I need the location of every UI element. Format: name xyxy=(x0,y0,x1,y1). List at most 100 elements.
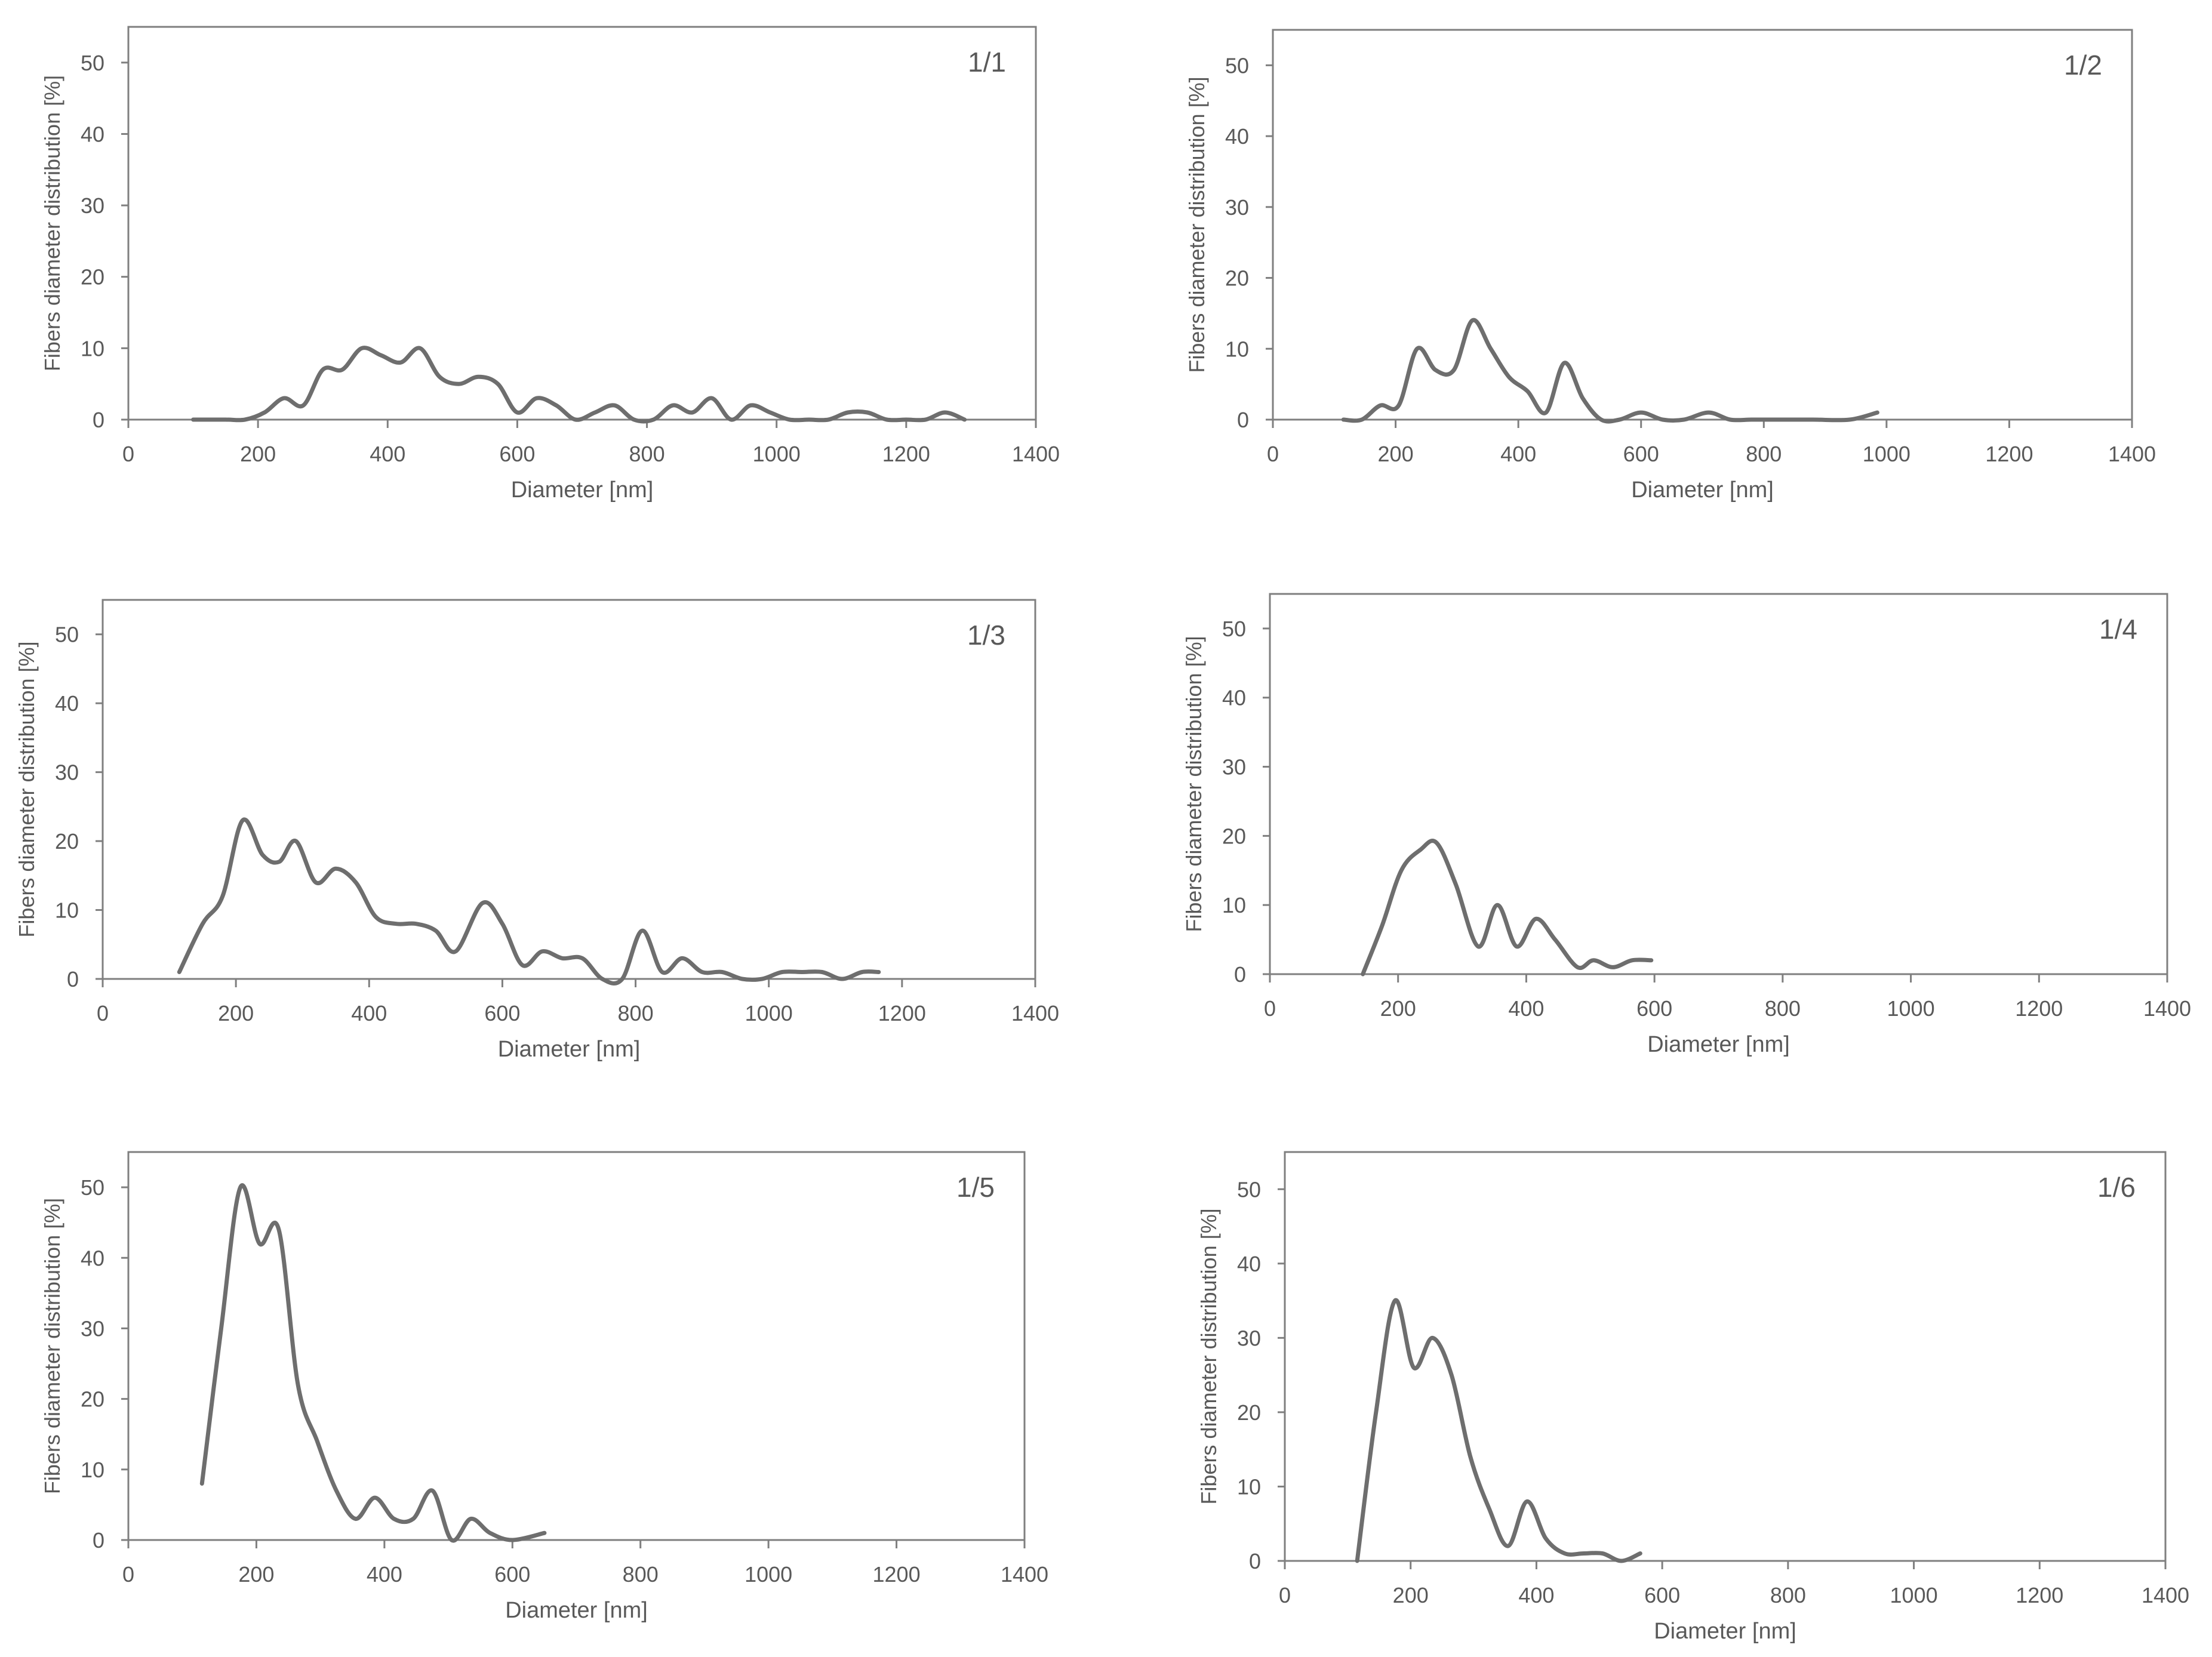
y-tick-label: 50 xyxy=(81,1175,104,1200)
plot-frame xyxy=(1269,593,2168,975)
x-tick-label: 600 xyxy=(1623,442,1659,466)
y-tick-label: 20 xyxy=(1237,1400,1261,1425)
x-tick-label: 800 xyxy=(623,1562,659,1587)
y-tick-label: 20 xyxy=(1222,824,1246,848)
y-tick-label: 20 xyxy=(81,1387,104,1412)
chart-panel-1: 0 200 400 600 800 1000 1200 1400 0 10 20 30 40 50 Diam… xyxy=(40,26,1060,503)
x-tick-label: 600 xyxy=(494,1562,530,1587)
x-tick-label: 1000 xyxy=(1887,996,1935,1021)
series-line xyxy=(1361,839,1654,977)
panel-title: 1/3 xyxy=(967,620,1005,651)
x-tick-label: 1000 xyxy=(753,442,801,466)
x-tick-label: 1400 xyxy=(2143,996,2191,1021)
x-tick-label: 0 xyxy=(1264,996,1276,1021)
series-line xyxy=(177,817,881,985)
x-tick-label: 600 xyxy=(1644,1583,1680,1607)
x-tick-label: 400 xyxy=(1500,442,1536,466)
x-tick-label: 1200 xyxy=(2016,1583,2063,1607)
chart-panel-4: 0 200 400 600 800 1000 1200 1400 0 10 20 30 40 50 Diam… xyxy=(1182,593,2191,1057)
y-tick-label: 10 xyxy=(1237,1474,1261,1499)
x-tick-label: 200 xyxy=(1378,442,1414,466)
y-tick-label: 50 xyxy=(81,51,104,75)
x-tick-label: 0 xyxy=(122,442,134,466)
x-tick-label: 0 xyxy=(97,1001,109,1025)
y-tick-label: 10 xyxy=(81,1458,104,1482)
plot-frame xyxy=(127,1151,1026,1541)
y-tick-label: 20 xyxy=(81,265,104,289)
y-axis-label: Fibers diameter distribution [%] xyxy=(40,1198,64,1494)
x-tick-label: 200 xyxy=(1393,1583,1429,1607)
x-tick-label: 800 xyxy=(1746,442,1782,466)
x-tick-label: 1000 xyxy=(1863,442,1910,466)
x-tick-label: 1400 xyxy=(2108,442,2156,466)
x-axis-label: Diameter [nm] xyxy=(1647,1032,1790,1057)
x-tick-label: 1200 xyxy=(2015,996,2063,1021)
y-tick-label: 50 xyxy=(1222,617,1246,641)
x-axis-label: Diameter [nm] xyxy=(505,1598,648,1623)
x-tick-label: 0 xyxy=(1267,442,1279,466)
y-tick-label: 40 xyxy=(1237,1252,1261,1276)
y-tick-label: 0 xyxy=(1249,1549,1261,1573)
y-axis-label: Fibers diameter distribution [%] xyxy=(40,75,64,371)
x-axis-label: Diameter [nm] xyxy=(1631,478,1774,503)
chart-panel-5: 0 200 400 600 800 1000 1200 1400 0 10 20 30 40 50 Diam… xyxy=(40,1151,1048,1623)
series-line xyxy=(191,346,967,424)
x-tick-label: 400 xyxy=(1508,996,1544,1021)
y-tick-label: 10 xyxy=(1225,337,1249,361)
y-tick-label: 50 xyxy=(1237,1177,1261,1202)
y-tick-label: 40 xyxy=(1222,686,1246,710)
x-tick-label: 1200 xyxy=(882,442,930,466)
y-tick-label: 0 xyxy=(93,1528,104,1553)
y-axis-label: Fibers diameter distribution [%] xyxy=(1182,636,1206,932)
x-tick-label: 200 xyxy=(240,442,276,466)
y-tick-label: 30 xyxy=(81,1316,104,1341)
x-tick-label: 400 xyxy=(367,1562,402,1587)
y-tick-label: 50 xyxy=(1225,53,1249,78)
y-tick-label: 20 xyxy=(1225,266,1249,291)
plot-frame xyxy=(1284,1151,2167,1562)
x-tick-label: 400 xyxy=(351,1001,387,1025)
panel-title: 1/4 xyxy=(2099,614,2137,645)
x-tick-label: 600 xyxy=(1636,996,1672,1021)
y-tick-label: 0 xyxy=(1237,408,1249,432)
x-tick-label: 1000 xyxy=(744,1562,792,1587)
y-tick-label: 0 xyxy=(1234,962,1246,987)
y-tick-label: 30 xyxy=(55,760,79,785)
y-tick-label: 0 xyxy=(93,408,104,432)
x-tick-label: 0 xyxy=(122,1562,134,1587)
y-tick-label: 40 xyxy=(1225,124,1249,149)
y-tick-label: 0 xyxy=(67,967,79,991)
x-tick-label: 800 xyxy=(629,442,665,466)
x-tick-label: 1000 xyxy=(745,1001,793,1025)
x-tick-label: 400 xyxy=(370,442,405,466)
y-tick-label: 10 xyxy=(81,336,104,361)
chart-panel-6: 0 200 400 600 800 1000 1200 1400 0 10 20 30 40 50 Diam… xyxy=(1196,1151,2189,1644)
y-tick-label: 20 xyxy=(55,829,79,854)
chart-panel-3: 0 200 400 600 800 1000 1200 1400 0 10 20 30 40 50 Diam… xyxy=(14,599,1059,1062)
x-tick-label: 1400 xyxy=(1011,1001,1059,1025)
y-axis-label: Fibers diameter distribution [%] xyxy=(1185,76,1209,372)
x-tick-label: 1400 xyxy=(1012,442,1060,466)
y-tick-label: 30 xyxy=(1225,195,1249,220)
x-tick-label: 600 xyxy=(484,1001,520,1025)
y-tick-label: 10 xyxy=(1222,893,1246,917)
panel-title: 1/5 xyxy=(956,1172,995,1203)
y-tick-label: 30 xyxy=(81,193,104,218)
panel-title: 1/1 xyxy=(968,47,1006,78)
x-tick-label: 1400 xyxy=(1001,1562,1048,1587)
x-tick-label: 1200 xyxy=(878,1001,926,1025)
plot-frame xyxy=(1272,29,2133,421)
y-tick-label: 30 xyxy=(1237,1326,1261,1350)
y-axis-label: Fibers diameter distribution [%] xyxy=(1196,1208,1221,1504)
x-tick-label: 800 xyxy=(1770,1583,1806,1607)
panel-title: 1/2 xyxy=(2064,50,2102,81)
x-axis-label: Diameter [nm] xyxy=(498,1037,641,1062)
x-tick-label: 1200 xyxy=(1985,442,2033,466)
x-axis-label: Diameter [nm] xyxy=(1654,1619,1796,1644)
y-axis-label: Fibers diameter distribution [%] xyxy=(14,641,39,937)
y-tick-label: 40 xyxy=(81,122,104,146)
chart-panel-2: 0 200 400 600 800 1000 1200 1400 0 10 20 30 40 50 Diam… xyxy=(1185,29,2156,503)
x-tick-label: 200 xyxy=(218,1001,254,1025)
y-tick-label: 50 xyxy=(55,623,79,647)
